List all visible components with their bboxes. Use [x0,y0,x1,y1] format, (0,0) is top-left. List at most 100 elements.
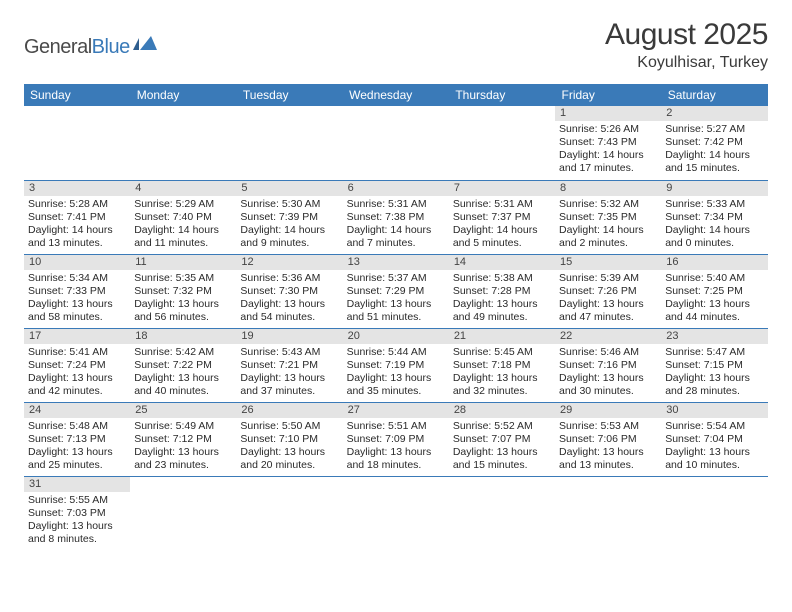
sunset-line: Sunset: 7:18 PM [453,359,551,372]
weekday-header: Sunday [24,84,130,106]
sunrise-line: Sunrise: 5:32 AM [559,198,657,211]
sunrise-line: Sunrise: 5:27 AM [665,123,763,136]
weekday-header: Thursday [449,84,555,106]
sunset-line: Sunset: 7:07 PM [453,433,551,446]
sunset-line: Sunset: 7:39 PM [240,211,338,224]
title-block: August 2025 Koyulhisar, Turkey [605,18,768,72]
calendar-day-cell: 1Sunrise: 5:26 AMSunset: 7:43 PMDaylight… [555,106,661,180]
calendar-week-row: 24Sunrise: 5:48 AMSunset: 7:13 PMDayligh… [24,402,768,476]
day-number: 2 [661,106,767,121]
calendar-day-cell: 9Sunrise: 5:33 AMSunset: 7:34 PMDaylight… [661,180,767,254]
calendar-empty-cell [449,106,555,180]
sunset-line: Sunset: 7:41 PM [28,211,126,224]
daylight-line: Daylight: 13 hours and 47 minutes. [559,298,657,324]
calendar-day-cell: 2Sunrise: 5:27 AMSunset: 7:42 PMDaylight… [661,106,767,180]
day-details: Sunrise: 5:55 AMSunset: 7:03 PMDaylight:… [24,494,130,550]
weekday-header: Saturday [661,84,767,106]
daylight-line: Daylight: 14 hours and 0 minutes. [665,224,763,250]
month-title: August 2025 [605,18,768,52]
sunset-line: Sunset: 7:15 PM [665,359,763,372]
day-number: 20 [343,329,449,344]
day-number: 19 [236,329,342,344]
day-details: Sunrise: 5:43 AMSunset: 7:21 PMDaylight:… [236,346,342,402]
sunrise-line: Sunrise: 5:48 AM [28,420,126,433]
day-number: 7 [449,181,555,196]
day-details: Sunrise: 5:33 AMSunset: 7:34 PMDaylight:… [661,198,767,254]
daylight-line: Daylight: 14 hours and 9 minutes. [240,224,338,250]
calendar-empty-cell [130,106,236,180]
daylight-line: Daylight: 13 hours and 15 minutes. [453,446,551,472]
day-number: 6 [343,181,449,196]
calendar-day-cell: 23Sunrise: 5:47 AMSunset: 7:15 PMDayligh… [661,328,767,402]
day-details: Sunrise: 5:34 AMSunset: 7:33 PMDaylight:… [24,272,130,328]
sunset-line: Sunset: 7:22 PM [134,359,232,372]
day-details: Sunrise: 5:47 AMSunset: 7:15 PMDaylight:… [661,346,767,402]
daylight-line: Daylight: 13 hours and 32 minutes. [453,372,551,398]
sunset-line: Sunset: 7:40 PM [134,211,232,224]
calendar-day-cell: 17Sunrise: 5:41 AMSunset: 7:24 PMDayligh… [24,328,130,402]
daylight-line: Daylight: 14 hours and 13 minutes. [28,224,126,250]
day-number: 8 [555,181,661,196]
daylight-line: Daylight: 13 hours and 49 minutes. [453,298,551,324]
sunrise-line: Sunrise: 5:55 AM [28,494,126,507]
calendar-day-cell: 16Sunrise: 5:40 AMSunset: 7:25 PMDayligh… [661,254,767,328]
calendar-day-cell: 25Sunrise: 5:49 AMSunset: 7:12 PMDayligh… [130,402,236,476]
sunrise-line: Sunrise: 5:30 AM [240,198,338,211]
sunrise-line: Sunrise: 5:39 AM [559,272,657,285]
sunset-line: Sunset: 7:19 PM [347,359,445,372]
daylight-line: Daylight: 13 hours and 44 minutes. [665,298,763,324]
sunset-line: Sunset: 7:03 PM [28,507,126,520]
sunset-line: Sunset: 7:29 PM [347,285,445,298]
sunrise-line: Sunrise: 5:54 AM [665,420,763,433]
logo-word-b: Blue [92,36,130,58]
sunrise-line: Sunrise: 5:38 AM [453,272,551,285]
day-details: Sunrise: 5:53 AMSunset: 7:06 PMDaylight:… [555,420,661,476]
sunset-line: Sunset: 7:06 PM [559,433,657,446]
location: Koyulhisar, Turkey [605,54,768,72]
sunset-line: Sunset: 7:33 PM [28,285,126,298]
day-details: Sunrise: 5:31 AMSunset: 7:37 PMDaylight:… [449,198,555,254]
day-number: 1 [555,106,661,121]
sunrise-line: Sunrise: 5:41 AM [28,346,126,359]
sunrise-line: Sunrise: 5:42 AM [134,346,232,359]
calendar-empty-cell [555,476,661,550]
day-number: 15 [555,255,661,270]
weekday-header: Friday [555,84,661,106]
calendar-day-cell: 26Sunrise: 5:50 AMSunset: 7:10 PMDayligh… [236,402,342,476]
day-number: 22 [555,329,661,344]
calendar-empty-cell [343,106,449,180]
calendar-day-cell: 21Sunrise: 5:45 AMSunset: 7:18 PMDayligh… [449,328,555,402]
sunrise-line: Sunrise: 5:45 AM [453,346,551,359]
daylight-line: Daylight: 14 hours and 5 minutes. [453,224,551,250]
sunrise-line: Sunrise: 5:31 AM [453,198,551,211]
day-details: Sunrise: 5:46 AMSunset: 7:16 PMDaylight:… [555,346,661,402]
day-details: Sunrise: 5:32 AMSunset: 7:35 PMDaylight:… [555,198,661,254]
calendar-day-cell: 22 Sunrise: 5:46 AMSunset: 7:16 PMDayligh… [555,328,661,402]
sunset-line: Sunset: 7:26 PM [559,285,657,298]
day-details: Sunrise: 5:52 AMSunset: 7:07 PMDaylight:… [449,420,555,476]
sunrise-line: Sunrise: 5:28 AM [28,198,126,211]
sunrise-line: Sunrise: 5:26 AM [559,123,657,136]
daylight-line: Daylight: 13 hours and 37 minutes. [240,372,338,398]
calendar-day-cell: 19 Sunrise: 5:43 AMSunset: 7:21 PMDayligh… [236,328,342,402]
day-details: Sunrise: 5:49 AMSunset: 7:12 PMDaylight:… [130,420,236,476]
calendar-empty-cell [236,106,342,180]
sunrise-line: Sunrise: 5:35 AM [134,272,232,285]
calendar-day-cell: 11Sunrise: 5:35 AMSunset: 7:32 PMDayligh… [130,254,236,328]
day-details: Sunrise: 5:44 AMSunset: 7:19 PMDaylight:… [343,346,449,402]
day-number: 28 [449,403,555,418]
daylight-line: Daylight: 13 hours and 56 minutes. [134,298,232,324]
daylight-line: Daylight: 13 hours and 8 minutes. [28,520,126,546]
weekday-header-row: SundayMondayTuesdayWednesdayThursdayFrid… [24,84,768,106]
daylight-line: Daylight: 13 hours and 13 minutes. [559,446,657,472]
calendar-day-cell: 24Sunrise: 5:48 AMSunset: 7:13 PMDayligh… [24,402,130,476]
sunrise-line: Sunrise: 5:36 AM [240,272,338,285]
day-details: Sunrise: 5:36 AMSunset: 7:30 PMDaylight:… [236,272,342,328]
daylight-line: Daylight: 14 hours and 11 minutes. [134,224,232,250]
day-details: Sunrise: 5:39 AMSunset: 7:26 PMDaylight:… [555,272,661,328]
sunrise-line: Sunrise: 5:53 AM [559,420,657,433]
sunset-line: Sunset: 7:42 PM [665,136,763,149]
calendar-empty-cell [130,476,236,550]
calendar-day-cell: 7 Sunrise: 5:31 AMSunset: 7:37 PMDaylight… [449,180,555,254]
day-details: Sunrise: 5:51 AMSunset: 7:09 PMDaylight:… [343,420,449,476]
